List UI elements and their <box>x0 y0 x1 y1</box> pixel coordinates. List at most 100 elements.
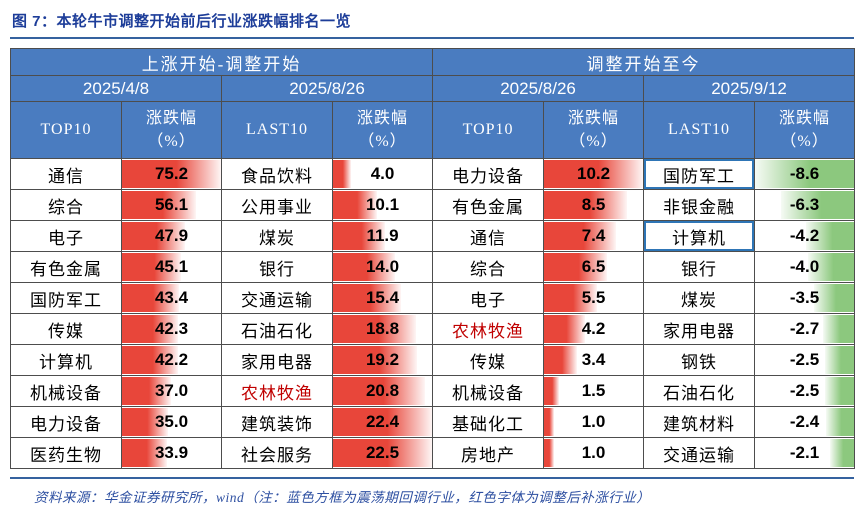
red-data-bar <box>544 315 585 343</box>
change-value-cell: 15.4 <box>331 282 434 314</box>
industry-name-cell: 家用电器 <box>221 344 333 376</box>
industry-name-cell: 钢铁 <box>643 344 756 376</box>
industry-name-cell: 家用电器 <box>643 313 756 345</box>
industry-name-cell: 电子 <box>10 220 122 252</box>
industry-name-cell: 煤炭 <box>643 282 756 314</box>
column-header-top10: TOP10 <box>432 101 545 159</box>
table-row: 国防军工 43.4 交通运输 15.4 电子 5.5 煤炭 -3.5 <box>10 282 856 314</box>
industry-name-cell: 医药生物 <box>10 437 122 469</box>
change-value: 56.1 <box>154 195 189 214</box>
table-row: 传媒 42.3 石油石化 18.8 农林牧渔 4.2 家用电器 -2.7 <box>10 313 856 345</box>
column-header-change: 涨跌幅 （%） <box>754 101 856 159</box>
change-value: 45.1 <box>154 257 189 276</box>
date-header: 2025/8/26 <box>432 75 645 102</box>
change-value-cell: 22.5 <box>331 437 434 469</box>
date-header: 2025/4/8 <box>10 75 222 102</box>
period-group-label: 调整开始至今 <box>432 48 856 76</box>
table-row: 医药生物 33.9 社会服务 22.5 房地产 1.0 交通运输 -2.1 <box>10 437 856 469</box>
date-row: 2025/4/8 2025/8/26 2025/8/26 2025/9/12 <box>10 75 856 102</box>
industry-name-cell: 传媒 <box>432 344 545 376</box>
industry-name-cell: 电力设备 <box>10 406 122 438</box>
industry-name-cell: 交通运输 <box>221 282 333 314</box>
industry-name-cell: 银行 <box>643 251 756 283</box>
change-value-cell: 1.5 <box>543 375 645 407</box>
industry-name-cell: 计算机 <box>10 344 122 376</box>
change-value: 4.2 <box>581 319 606 338</box>
period-group-label: 上涨开始-调整开始 <box>9 48 434 76</box>
change-value: 18.8 <box>365 319 400 338</box>
industry-name-cell: 房地产 <box>432 437 545 469</box>
change-value-cell: 20.8 <box>331 375 434 407</box>
industry-name-cell: 机械设备 <box>432 375 545 407</box>
change-value: -2.5 <box>789 350 820 369</box>
change-value: 33.9 <box>154 443 189 462</box>
change-value-cell: 3.4 <box>543 344 645 376</box>
change-value-cell: 10.2 <box>543 158 645 190</box>
change-value: 10.1 <box>365 195 400 214</box>
change-value: 7.4 <box>581 226 606 245</box>
change-value: -4.0 <box>789 257 820 276</box>
change-value-cell: 42.2 <box>121 344 222 376</box>
table-row: 通信 75.2 食品饮料 4.0 电力设备 10.2 国防军工 -8.6 <box>10 158 856 190</box>
column-header-change: 涨跌幅 （%） <box>331 101 434 159</box>
industry-name-cell: 农林牧渔 <box>432 313 545 345</box>
column-header-top10: TOP10 <box>10 101 122 159</box>
change-value: -3.5 <box>789 288 820 307</box>
industry-name-cell: 石油石化 <box>221 313 333 345</box>
industry-name-cell: 建筑材料 <box>643 406 756 438</box>
industry-name-cell: 建筑装饰 <box>221 406 333 438</box>
industry-name-cell: 机械设备 <box>10 375 122 407</box>
change-value: 6.5 <box>581 257 606 276</box>
table-row: 有色金属 45.1 银行 14.0 综合 6.5 银行 -4.0 <box>10 251 856 283</box>
green-data-bar <box>829 439 854 467</box>
table-row: 电力设备 35.0 建筑装饰 22.4 基础化工 1.0 建筑材料 -2.4 <box>10 406 856 438</box>
change-value: 47.9 <box>154 226 189 245</box>
change-value-cell: -8.6 <box>754 158 856 190</box>
change-value-cell: 5.5 <box>543 282 645 314</box>
change-value-cell: 43.4 <box>121 282 222 314</box>
change-value-cell: 19.2 <box>331 344 434 376</box>
industry-name-cell: 有色金属 <box>10 251 122 283</box>
change-value-cell: -2.5 <box>754 375 856 407</box>
change-value-cell: 56.1 <box>121 189 222 221</box>
change-value: 4.0 <box>370 164 395 183</box>
date-header: 2025/8/26 <box>220 75 434 102</box>
change-value-cell: 75.2 <box>121 158 222 190</box>
change-value: 1.0 <box>581 412 606 431</box>
change-value-cell: -4.2 <box>754 220 856 252</box>
change-value: 10.2 <box>577 164 611 183</box>
change-value: -2.4 <box>789 412 820 431</box>
title-divider <box>10 37 854 39</box>
column-header-change: 涨跌幅 （%） <box>543 101 645 159</box>
green-data-bar <box>825 346 854 374</box>
change-value-cell: 4.0 <box>331 158 434 190</box>
change-value: 35.0 <box>154 412 189 431</box>
table-row: 计算机 42.2 家用电器 19.2 传媒 3.4 钢铁 -2.5 <box>10 344 856 376</box>
change-value: 37.0 <box>154 381 189 400</box>
change-value-cell: 45.1 <box>121 251 222 283</box>
figure-title: 图 7：本轮牛市调整开始前后行业涨跌幅排名一览 <box>12 13 352 30</box>
industry-name-cell: 食品饮料 <box>221 158 333 190</box>
green-data-bar <box>822 315 854 343</box>
green-data-bar <box>813 284 854 312</box>
table-row: 机械设备 37.0 农林牧渔 20.8 机械设备 1.5 石油石化 -2.5 <box>10 375 856 407</box>
industry-name-cell: 社会服务 <box>221 437 333 469</box>
footer-divider <box>10 477 854 479</box>
change-value-cell: 6.5 <box>543 251 645 283</box>
change-value: 42.2 <box>154 350 189 369</box>
table-row: 综合 56.1 公用事业 10.1 有色金属 8.5 非银金融 -6.3 <box>10 189 856 221</box>
change-value-cell: 1.0 <box>543 406 645 438</box>
industry-name-cell: 有色金属 <box>432 189 545 221</box>
red-data-bar <box>544 346 577 374</box>
red-data-bar <box>544 222 616 250</box>
red-data-bar <box>544 377 559 405</box>
change-value: -8.6 <box>789 164 820 183</box>
change-value: 42.3 <box>154 319 189 338</box>
change-value-cell: 10.1 <box>331 189 434 221</box>
industry-name-cell: 电子 <box>432 282 545 314</box>
industry-name-cell: 石油石化 <box>643 375 756 407</box>
change-value: 19.2 <box>365 350 400 369</box>
industry-name-cell: 综合 <box>10 189 122 221</box>
date-header: 2025/9/12 <box>643 75 856 102</box>
